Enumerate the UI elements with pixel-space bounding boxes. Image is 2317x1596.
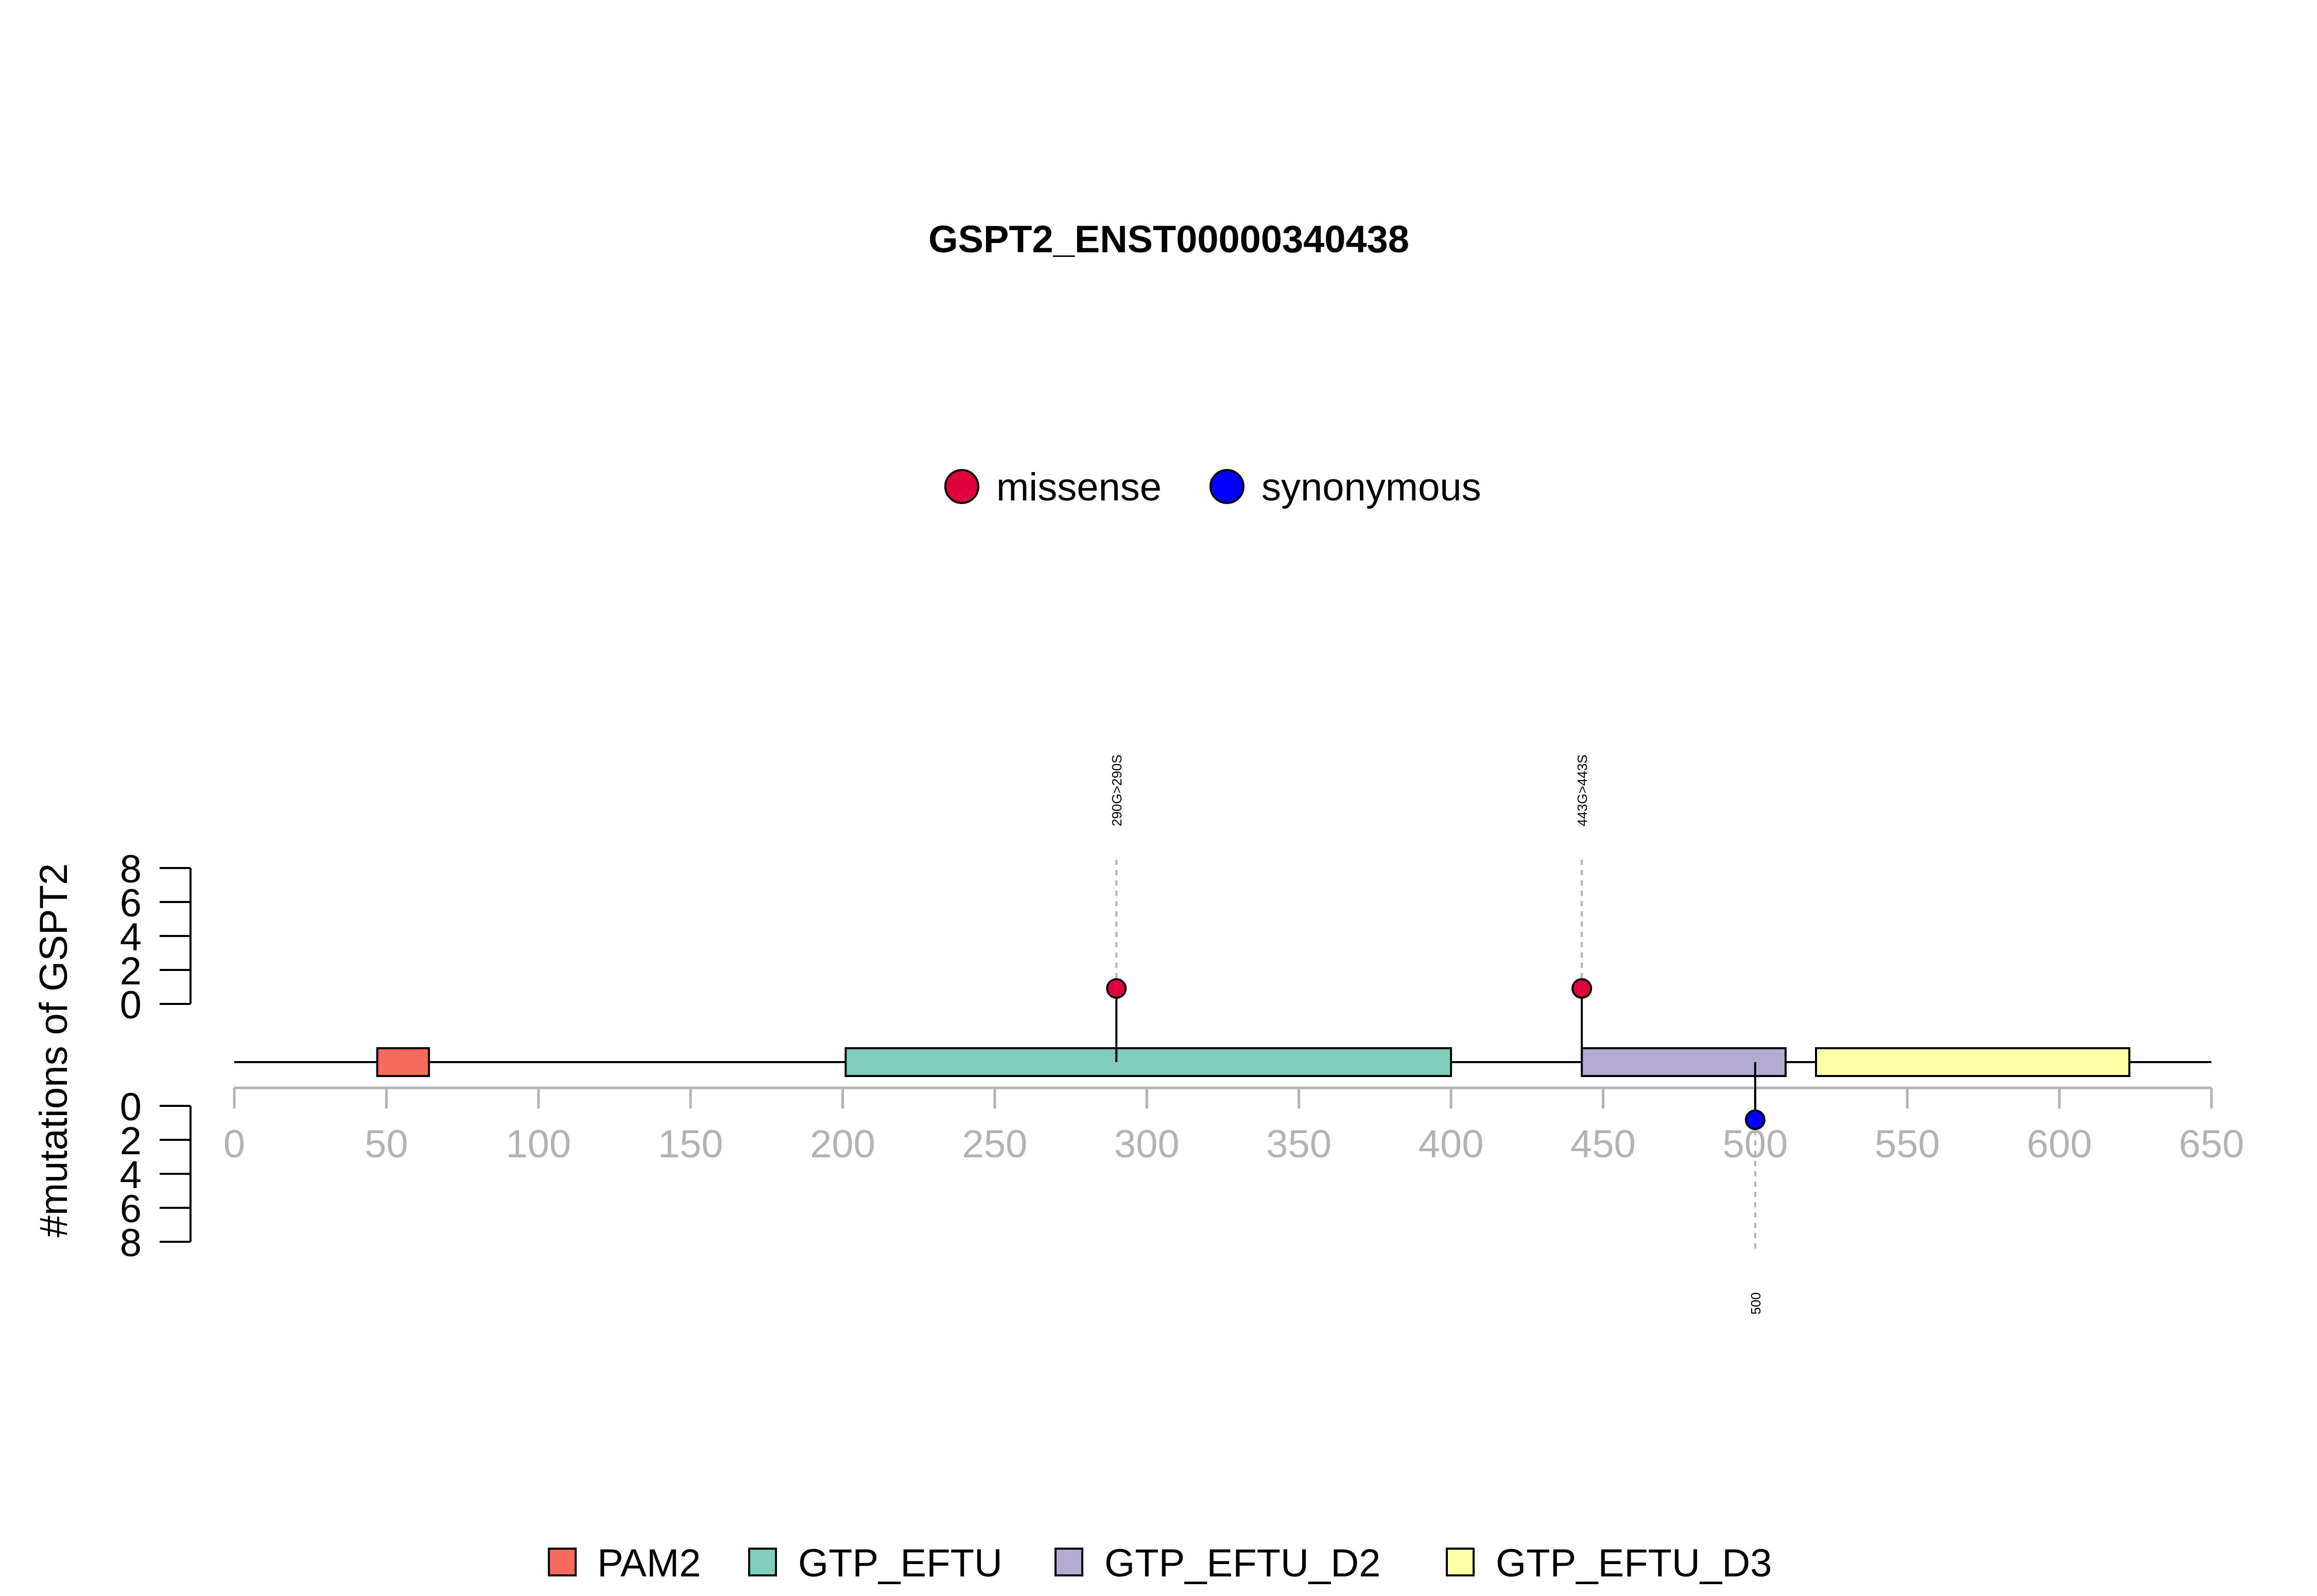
mutation-legend: missense synonymous bbox=[944, 465, 1481, 509]
y-tick-label-top: 2 bbox=[120, 949, 142, 993]
x-tick-label: 150 bbox=[658, 1122, 723, 1166]
y-tick-label-bottom: 2 bbox=[120, 1119, 142, 1163]
x-tick-label: 200 bbox=[810, 1122, 875, 1166]
x-tick-label: 550 bbox=[1875, 1122, 1940, 1166]
mutation-label: 500 bbox=[1748, 1292, 1763, 1314]
domain-gtp-eftu-d2 bbox=[1581, 1047, 1787, 1077]
domain-legend: PAM2 GTP_EFTU GTP_EFTU_D2 GTP_EFTU_D3 bbox=[548, 1541, 1772, 1585]
mutation-label: 443G>443S bbox=[1575, 754, 1590, 826]
domain-gtp-eftu bbox=[844, 1047, 1453, 1077]
x-tick-label: 100 bbox=[506, 1122, 571, 1166]
y-tick-label-bottom: 4 bbox=[120, 1153, 142, 1197]
x-tick-label: 0 bbox=[223, 1122, 245, 1166]
y-tick-label-top: 0 bbox=[120, 983, 142, 1027]
y-tick-label-bottom: 0 bbox=[120, 1085, 142, 1129]
y-tick-label-bottom: 8 bbox=[120, 1221, 142, 1265]
x-axis: 0 50 100 150 200 250 300 350 400 450 500 550 600 650 bbox=[223, 1086, 2244, 1166]
domain-gtp-eftu-d3 bbox=[1815, 1047, 2131, 1077]
legend-pam2-swatch bbox=[548, 1548, 577, 1576]
legend-gtp-eftu-d2-swatch bbox=[1054, 1548, 1083, 1576]
legend-gtp-eftu-d3-swatch bbox=[1446, 1548, 1475, 1576]
x-tick-label: 650 bbox=[2179, 1122, 2244, 1166]
x-tick-label: 50 bbox=[365, 1122, 408, 1166]
mutation-head-missense bbox=[1106, 978, 1127, 999]
x-tick-label: 300 bbox=[1114, 1122, 1180, 1166]
y-tick-label-top: 4 bbox=[120, 915, 142, 959]
legend-synonymous-marker bbox=[1209, 469, 1244, 504]
y-axis-label: #mutations of GSPT2 bbox=[32, 863, 76, 1238]
legend-gtp-eftu-label: GTP_EFTU bbox=[798, 1541, 1002, 1585]
mutation-lollipops: 290G>290S 443G>443S 500 bbox=[1106, 754, 1766, 1314]
legend-missense-marker bbox=[944, 469, 979, 504]
legend-gtp-eftu-d3-label: GTP_EFTU_D3 bbox=[1496, 1541, 1772, 1585]
legend-gtp-eftu-d2-label: GTP_EFTU_D2 bbox=[1104, 1541, 1380, 1585]
y-tick-label-bottom: 6 bbox=[120, 1187, 142, 1231]
x-tick-label: 250 bbox=[962, 1122, 1028, 1166]
y-tick-label-top: 6 bbox=[120, 881, 142, 925]
x-tick-label: 400 bbox=[1419, 1122, 1484, 1166]
y-tick-label-top: 8 bbox=[120, 847, 142, 891]
domain-pam2 bbox=[376, 1047, 430, 1077]
x-tick-label: 350 bbox=[1266, 1122, 1332, 1166]
x-tick-label: 600 bbox=[2027, 1122, 2092, 1166]
mutation-head-missense bbox=[1571, 978, 1593, 999]
legend-pam2-label: PAM2 bbox=[597, 1541, 701, 1585]
chart-title: GSPT2_ENST00000340438 bbox=[928, 218, 1409, 261]
x-tick-label: 450 bbox=[1570, 1122, 1636, 1166]
legend-missense-label: missense bbox=[996, 465, 1162, 509]
legend-synonymous-label: synonymous bbox=[1261, 465, 1481, 509]
domain-boxes bbox=[376, 1047, 2131, 1077]
mutation-label: 290G>290S bbox=[1109, 754, 1125, 826]
legend-gtp-eftu-swatch bbox=[748, 1548, 777, 1576]
mutation-head-synonymous bbox=[1744, 1109, 1766, 1130]
